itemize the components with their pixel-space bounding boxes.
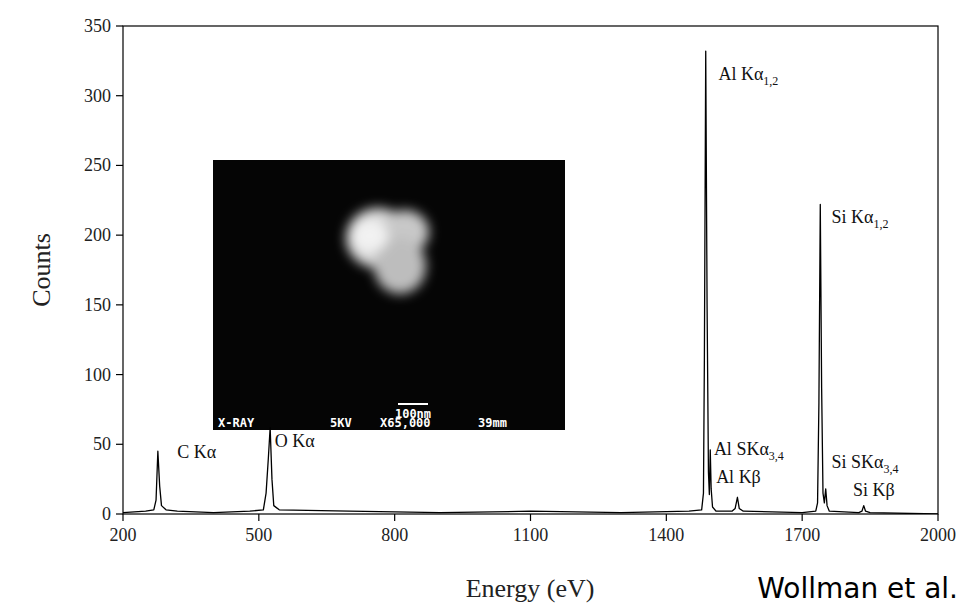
peak-label: Al SKα3,4: [714, 439, 784, 463]
x-tick: [666, 514, 667, 521]
peak-label-main: Al Kα: [718, 64, 763, 84]
scale-bar: [398, 403, 428, 405]
y-tick: [116, 235, 123, 236]
inset-caption: 5KV: [330, 416, 352, 430]
y-tick-label: 100: [84, 365, 111, 385]
y-tick: [116, 95, 123, 96]
y-tick-label: 300: [84, 86, 111, 106]
chart: 0 50 100 150 200 250 300 350 200 500 800 1100 1400 17…: [0, 0, 965, 611]
inset-caption: 39mm: [478, 416, 507, 430]
peak-label-main: Al SKα: [714, 439, 770, 459]
peak-label-sub: 1,2: [874, 217, 889, 231]
x-tick-label: 1100: [513, 525, 548, 545]
x-tick-label: 2000: [920, 525, 956, 545]
x-axis-title: Energy (eV): [466, 574, 595, 603]
plot-frame: [123, 26, 938, 514]
peak-label: Si Kα1,2: [832, 207, 889, 231]
inset-image: 100nmX-RAY5KVX65,00039mm: [213, 160, 565, 430]
y-tick-label: 0: [102, 504, 111, 524]
x-tick: [802, 514, 803, 521]
x-tick: [937, 514, 938, 521]
x-tick-label: 800: [381, 525, 408, 545]
x-tick: [258, 514, 259, 521]
y-axis-title: Counts: [27, 233, 56, 307]
inset-background: [213, 160, 565, 430]
x-tick: [530, 514, 531, 521]
peak-label: O Kα: [275, 431, 315, 451]
x-tick-label: 1700: [784, 525, 820, 545]
y-tick-label: 50: [93, 434, 111, 454]
y-tick: [116, 513, 123, 514]
y-tick-label: 200: [84, 225, 111, 245]
peak-label-main: Si Kα: [832, 207, 875, 227]
y-tick: [116, 304, 123, 305]
y-tick: [116, 374, 123, 375]
peak-label-sub: 1,2: [763, 74, 778, 88]
x-tick-label: 200: [110, 525, 137, 545]
y-tick-label: 350: [84, 16, 111, 36]
inset-caption: X-RAY: [218, 416, 255, 430]
spectrum-line: [123, 51, 938, 514]
x-tick: [122, 514, 123, 521]
peak-label-sub: 3,4: [884, 462, 899, 476]
y-tick-label: 250: [84, 155, 111, 175]
particle: [346, 208, 429, 294]
y-tick: [116, 444, 123, 445]
x-tick-label: 1400: [648, 525, 684, 545]
plot-area: [123, 51, 938, 514]
y-tick-label: 150: [84, 295, 111, 315]
particle-core: [352, 220, 388, 252]
source-credit: Wollman et al.: [757, 572, 958, 605]
peak-label: Al Kα1,2: [718, 64, 778, 88]
peak-label: C Kα: [177, 442, 217, 462]
peak-label: Al Kβ: [716, 467, 761, 487]
peak-label: Si SKα3,4: [832, 452, 899, 476]
peak-label-sub: 3,4: [769, 449, 784, 463]
inset-caption: X65,000: [380, 416, 431, 430]
x-tick-label: 500: [245, 525, 272, 545]
peak-label-main: Si SKα: [832, 452, 885, 472]
peak-label: Si Kβ: [853, 480, 895, 500]
y-tick: [116, 165, 123, 166]
x-tick: [394, 514, 395, 521]
y-tick: [116, 25, 123, 26]
